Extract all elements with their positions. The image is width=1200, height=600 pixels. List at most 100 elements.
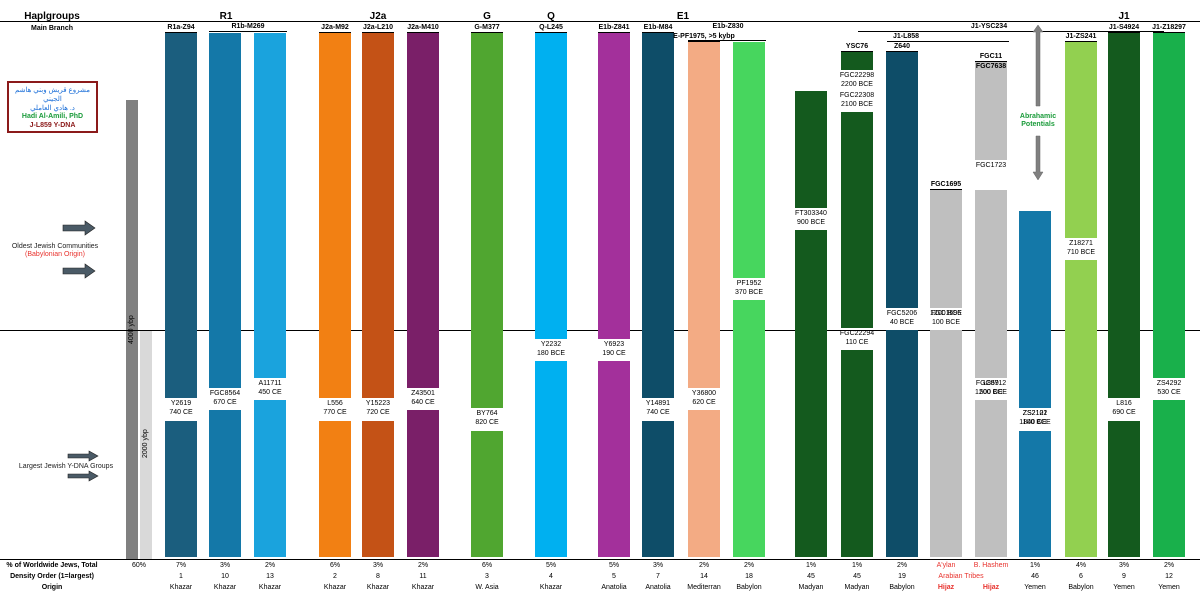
abrahamic-potentials-note: Abrahamic Potentials — [1019, 113, 1057, 129]
up-arrow-icon — [1032, 24, 1044, 107]
split-date-label: 820 CE — [475, 419, 499, 426]
bar-segment — [471, 33, 503, 408]
column-label-line — [642, 32, 674, 33]
column-label: Z640 — [894, 43, 910, 50]
percent-cell: 7% — [175, 562, 187, 569]
bar-segment — [1108, 421, 1140, 557]
column-label: J1-S4924 — [1108, 24, 1140, 31]
split-snp-label: L859 — [983, 380, 999, 387]
bar-segment — [407, 410, 439, 557]
arrow-icon — [62, 220, 96, 236]
split-date-label: 740 CE — [646, 409, 670, 416]
origin-cell: Yemen — [1158, 584, 1180, 591]
column-label-line — [688, 41, 720, 42]
column-label-line — [407, 32, 439, 33]
split-date-label: 640 CE — [411, 399, 435, 406]
split-snp-label: Y15223 — [365, 400, 391, 407]
origin-cell: Anatolia — [645, 584, 671, 591]
column-label: E1b-Z841 — [598, 24, 630, 31]
arrow-icon — [62, 263, 96, 279]
column-label: J2a-L210 — [363, 24, 393, 31]
bar-segment — [930, 190, 962, 308]
order-cell: 18 — [745, 573, 753, 580]
column-label: J2a-M410 — [407, 24, 439, 31]
column-label-line — [975, 61, 1007, 62]
bar-segment — [886, 52, 918, 308]
split-date-label: 840 CE — [1023, 419, 1047, 426]
split-snp-label: FGC1696 — [930, 310, 962, 317]
order-cell: 45 — [807, 573, 815, 580]
bar-segment — [795, 91, 827, 208]
percent-cell: 4% — [1075, 562, 1087, 569]
down-arrow-icon — [1032, 135, 1044, 181]
split-date-label: 190 CE — [602, 350, 626, 357]
column-label: FGC1695 — [930, 181, 962, 188]
order-cell: 4 — [549, 573, 553, 580]
order-cell: 19 — [898, 573, 906, 580]
split-date-label: 500 CE — [979, 389, 1003, 396]
column-label: FGC11 — [979, 53, 1003, 60]
origin-cell: Babylon — [736, 584, 762, 591]
order-cell: 1 — [179, 573, 183, 580]
split-snp-label: FGC8564 — [209, 390, 241, 397]
bar-segment — [1153, 33, 1185, 378]
bar-segment — [535, 361, 567, 557]
arabian-tribes-label: Arabian Tribes — [938, 573, 984, 580]
bar-segment — [975, 62, 1007, 160]
author-logo: مشروع قريش وبني هاشم الجيني د. هادي العا… — [7, 81, 98, 133]
bar-segment — [1019, 211, 1051, 408]
percent-cell: 2% — [1163, 562, 1175, 569]
origin-cell: Madyan — [844, 584, 870, 591]
bar-segment — [886, 330, 918, 557]
order-cell: 6 — [1079, 573, 1083, 580]
bar-segment — [1153, 400, 1185, 557]
split-date-label: 1200 BCE — [930, 310, 962, 317]
haplogroups-heading: Haplgroups — [24, 11, 80, 22]
split-date-label: 110 CE — [845, 339, 869, 346]
group-header-q: Q — [547, 11, 555, 22]
split-date-label: 2200 BCE — [841, 81, 873, 88]
origin-cell: Babylon — [1068, 584, 1094, 591]
split-date-label: 710 BCE — [1066, 249, 1096, 256]
column-label: R1a-Z94 — [167, 24, 195, 31]
split-date-label: 40 BCE — [889, 319, 915, 326]
footer-divider — [0, 559, 1200, 560]
total-percent: 60% — [131, 562, 147, 569]
column-label: Q-L245 — [539, 24, 563, 31]
order-cell: 3 — [485, 573, 489, 580]
order-cell: 2 — [333, 573, 337, 580]
split-snp-label: FGC5206 — [886, 310, 918, 317]
bar-segment — [254, 400, 286, 557]
r1b-m269-line — [209, 31, 287, 32]
origin-cell: Khazar — [323, 584, 347, 591]
split-date-label: 450 CE — [258, 389, 282, 396]
split-date-label: 900 BCE — [796, 219, 826, 226]
order-cell: 46 — [1031, 573, 1039, 580]
order-cell: 13 — [266, 573, 274, 580]
logo-english-name: Hadi Al-Amili, PhD — [21, 113, 84, 121]
split-date-label: 670 CE — [213, 399, 237, 406]
percent-cell: 2% — [698, 562, 710, 569]
percent-cell: 1% — [1029, 562, 1041, 569]
ybp-2000-label: 2000 ybp — [142, 429, 149, 458]
split-snp-label: Z18271 — [1069, 240, 1093, 247]
split-snp-label: ZS2121 — [1022, 410, 1048, 417]
split-snp-label: Y36800 — [691, 390, 717, 397]
split-date-label: 100 BCE — [931, 319, 961, 326]
split-snp-label: BY764 — [476, 410, 498, 417]
group-header-j1: J1 — [1118, 11, 1130, 22]
split-snp-label: FGC22308 — [839, 92, 875, 99]
order-cell: 11 — [419, 573, 427, 580]
split-snp-label: FGC22298 — [839, 72, 875, 79]
column-label: G-M377 — [474, 24, 500, 31]
j1-ysc234-label: J1-YSC234 — [970, 23, 1008, 30]
column-label-line — [165, 32, 197, 33]
percent-cell: 2% — [896, 562, 908, 569]
bar-segment — [642, 421, 674, 557]
bar-segment — [165, 421, 197, 557]
bar-segment — [1108, 33, 1140, 398]
split-snp-label: Y2619 — [170, 400, 192, 407]
column-label: J2a-M92 — [321, 24, 349, 31]
split-snp-label: FGC8712 — [975, 380, 1007, 387]
